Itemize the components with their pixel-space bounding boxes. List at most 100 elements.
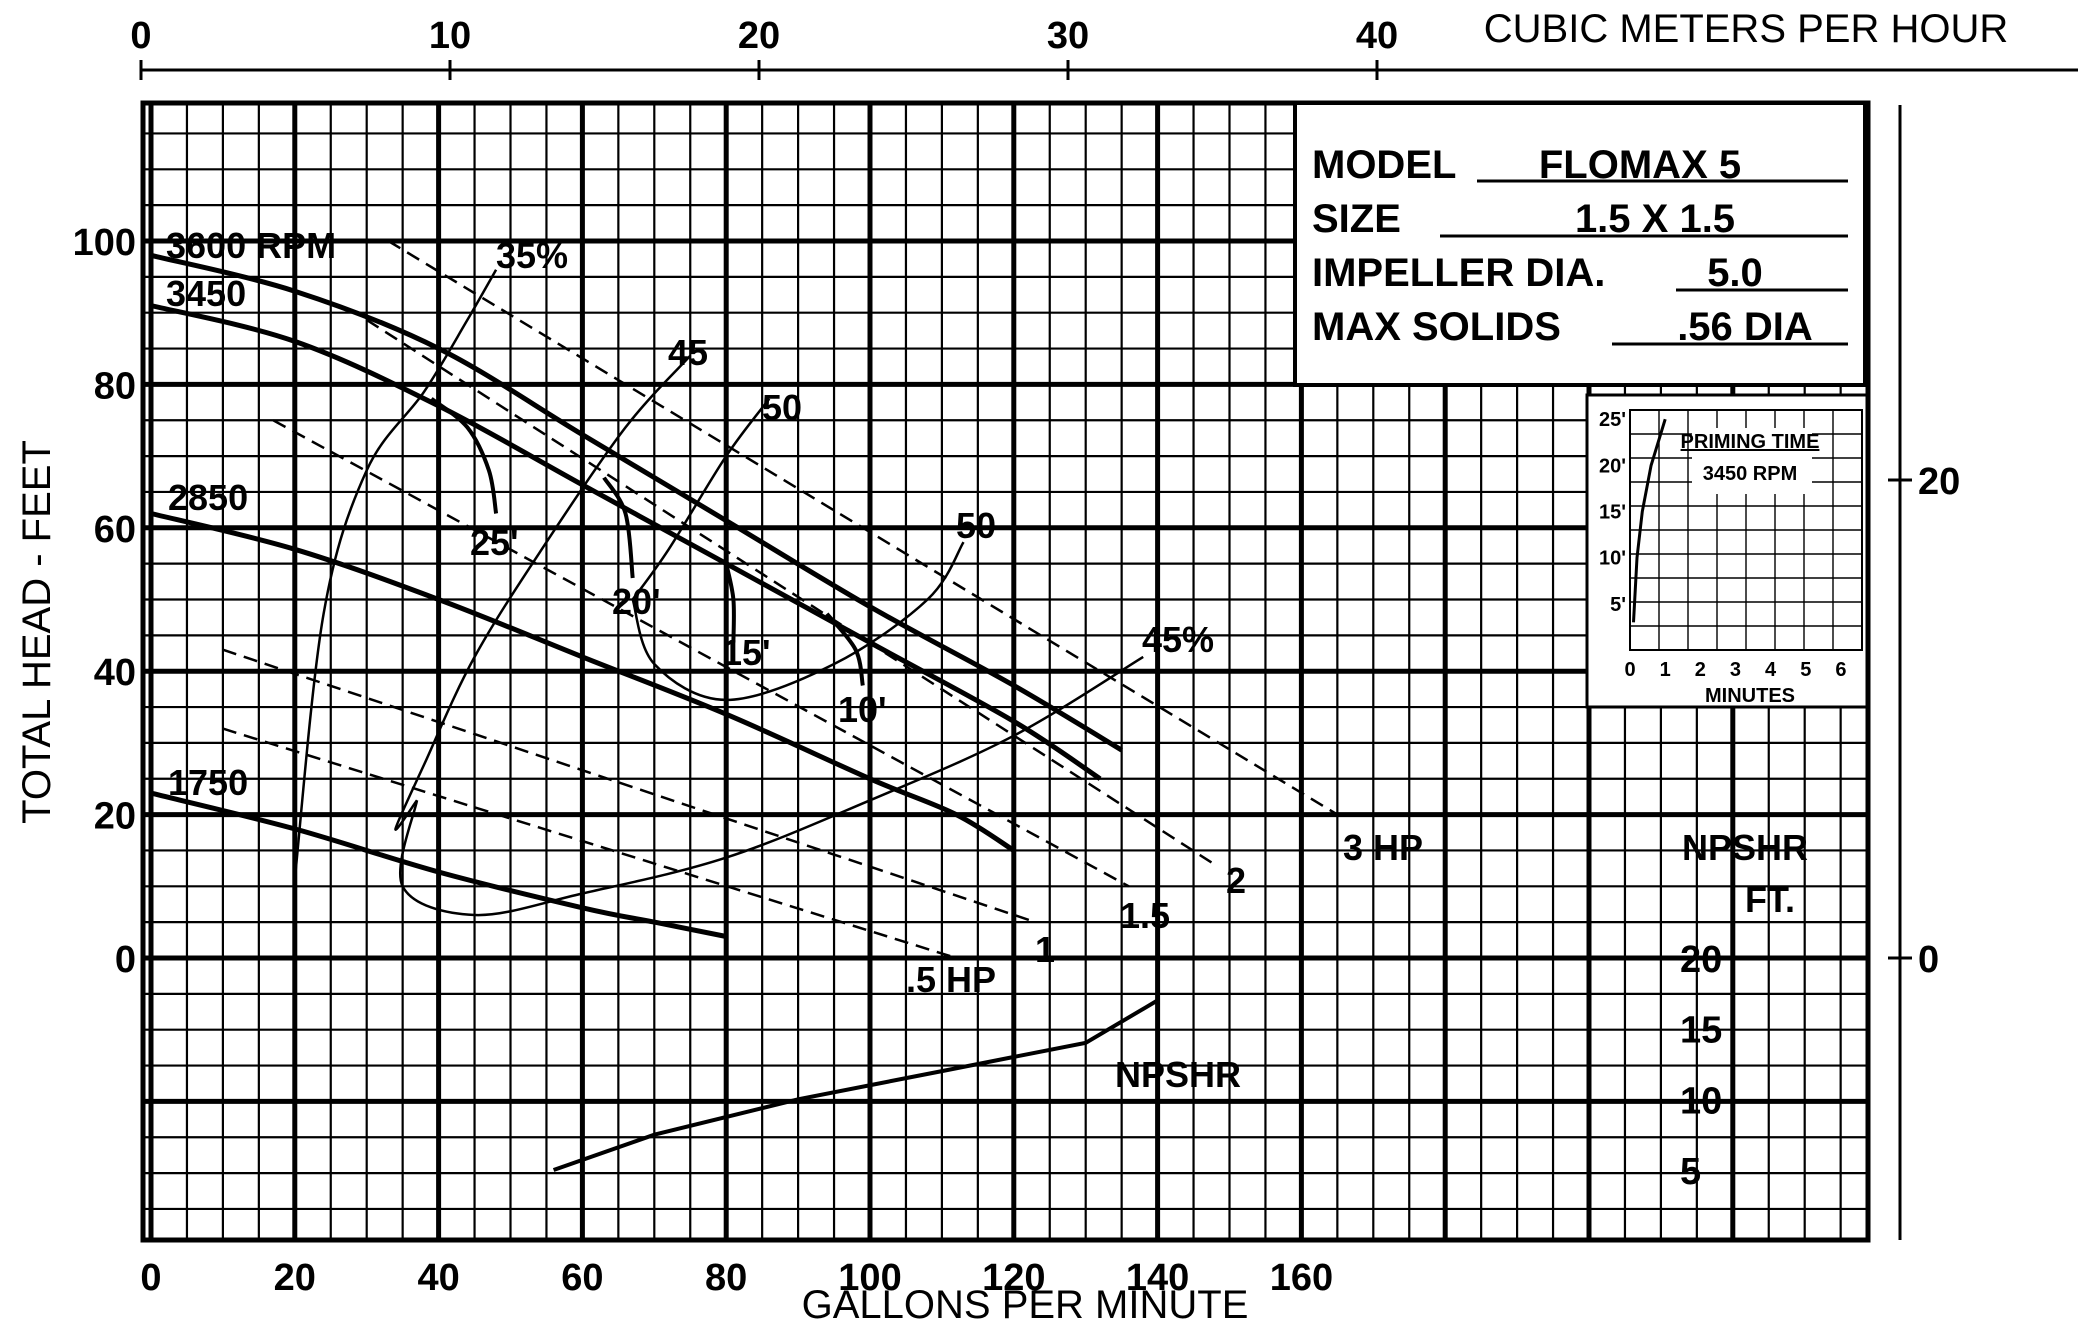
speed-curves (150, 252, 1123, 939)
x-tick-label: 40 (417, 1257, 459, 1299)
x-tick-label: 80 (705, 1257, 747, 1299)
npshr-tick-label: 5 (1680, 1151, 1701, 1193)
inset-y-ticks: 25' 20' 15' 10' 5' (1599, 409, 1626, 616)
x-tick-label: 160 (1270, 1257, 1333, 1299)
npshr-tick-label: 20 (1680, 939, 1722, 981)
speed-label-2850: 2850 (168, 477, 248, 518)
inset-x-tick-label: 3 (1730, 659, 1741, 681)
npshr-tick-label: 10 (1680, 1080, 1722, 1122)
inset-x-tick-label: 2 (1695, 659, 1706, 681)
inset-title: PRIMING TIME (1681, 431, 1820, 453)
inset-x-tick-label: 5 (1800, 659, 1811, 681)
hp-line-0 (222, 727, 957, 960)
y-tick-label: 80 (94, 365, 136, 407)
max-solids-label: MAX SOLIDS (1312, 305, 1561, 349)
efficiency-label-50-lower: 50 (956, 505, 996, 546)
suction-lift-curve-0 (430, 397, 499, 514)
hp-line-1 (222, 648, 1036, 924)
priming-time-inset: 25' 20' 15' 10' 5' 0 1 2 3 4 5 6 PRIMING TIME 3450… (1585, 393, 1869, 709)
speed-curve-3 (150, 790, 727, 939)
speed-label-1750: 1750 (168, 762, 248, 803)
inset-y-tick-label: 5' (1610, 594, 1626, 616)
suction-label-15: 15' (722, 632, 771, 673)
hp-label-3: 3 HP (1343, 827, 1423, 868)
inset-grid (1629, 409, 1863, 651)
priming-time-curve (1632, 418, 1667, 623)
npshr-curve (552, 998, 1159, 1172)
top-tick-label: 20 (738, 15, 780, 57)
hp-line-4 (387, 239, 1339, 816)
x-tick-label: 100 (838, 1257, 901, 1299)
x-tick-label: 140 (1126, 1257, 1189, 1299)
efficiency-curve-4 (398, 655, 1144, 917)
efficiency-label-45-lower: 45% (1142, 619, 1214, 660)
size-value: 1.5 X 1.5 (1575, 197, 1735, 241)
x-axis-ticks: 0 20 40 60 80 100 120 140 160 (140, 1257, 1333, 1299)
inset-x-tick-label: 0 (1624, 659, 1635, 681)
model-label: MODEL (1312, 143, 1456, 187)
x-tick-label: 20 (274, 1257, 316, 1299)
efficiency-label-45-upper: 45 (668, 332, 708, 373)
impeller-label: IMPELLER DIA. (1312, 251, 1605, 295)
inset-x-ticks: 0 1 2 3 4 5 6 (1624, 659, 1846, 681)
npshr-scale-ticks: 20 15 10 5 (1680, 939, 1722, 1193)
suction-label-10: 10' (838, 689, 887, 730)
efficiency-curve-1 (394, 354, 692, 831)
efficiency-curve-2 (631, 397, 771, 601)
npshr-curve-label: NPSHR (1115, 1054, 1241, 1095)
impeller-value: 5.0 (1707, 251, 1763, 295)
inset-y-tick-label: 10' (1599, 548, 1626, 570)
speed-label-3600: 3600 RPM (166, 225, 336, 266)
inset-x-tick-label: 4 (1765, 659, 1777, 681)
y-tick-label: 20 (94, 796, 136, 838)
pump-info-box: MODEL FLOMAX 5 SIZE 1.5 X 1.5 IMPELLER D… (1293, 101, 1867, 387)
inset-y-tick-label: 25' (1599, 409, 1626, 431)
inset-x-label: MINUTES (1705, 685, 1795, 707)
inset-y-tick-label: 20' (1599, 455, 1626, 477)
inset-x-tick-label: 1 (1660, 659, 1671, 681)
inset-x-tick-label: 6 (1835, 659, 1846, 681)
inset-title-backdrop (1692, 428, 1812, 494)
top-tick-label: 30 (1047, 15, 1089, 57)
suction-lift-curve-1 (602, 476, 635, 579)
y-tick-label: 60 (94, 509, 136, 551)
efficiency-curve-3 (631, 541, 965, 702)
hp-label-1-5: 1.5 (1120, 895, 1170, 936)
y-tick-label: 0 (115, 939, 136, 981)
curve-labels: 3600 RPM 3450 2850 1750 35% 45 50 50 45%… (166, 225, 1423, 1095)
max-solids-value: .56 DIA (1677, 305, 1813, 349)
size-label: SIZE (1312, 197, 1401, 241)
hp-line-2 (272, 419, 1130, 888)
efficiency-label-50-upper: 50 (762, 387, 802, 428)
speed-curve-1 (150, 303, 1102, 781)
suction-lift-curve-2 (724, 563, 736, 643)
suction-label-25: 25' (470, 522, 519, 563)
x-tick-label: 120 (982, 1257, 1045, 1299)
suction-lift-curves (430, 397, 865, 686)
top-tick-label: 0 (130, 15, 151, 57)
y-tick-label: 100 (73, 222, 136, 264)
npshr-line (552, 998, 1159, 1172)
top-axis-title: CUBIC METERS PER HOUR (1484, 7, 2009, 51)
inset-subtitle: 3450 RPM (1703, 463, 1798, 485)
hp-label-0-5: .5 HP (906, 959, 996, 1000)
top-tick-label: 40 (1356, 15, 1398, 57)
speed-label-3450: 3450 (166, 273, 246, 314)
suction-label-20: 20' (612, 581, 661, 622)
efficiency-curves (293, 269, 1144, 917)
y-axis-ticks: 100 80 60 40 20 0 (73, 222, 136, 981)
y-tick-label: 40 (94, 652, 136, 694)
right-tick-label: 0 (1918, 939, 1939, 981)
x-tick-label: 0 (140, 1257, 161, 1299)
y-axis-title: TOTAL HEAD - FEET (15, 440, 59, 824)
npshr-scale-unit: FT. (1745, 879, 1795, 920)
speed-curve-0 (150, 252, 1123, 753)
x-axis-title: GALLONS PER MINUTE (802, 1283, 1249, 1327)
efficiency-label-35: 35% (496, 235, 568, 276)
right-tick-label: 20 (1918, 461, 1960, 503)
hp-label-2: 2 (1226, 860, 1246, 901)
npshr-tick-label: 15 (1680, 1010, 1722, 1052)
speed-curve-2 (150, 511, 1016, 853)
x-tick-label: 60 (561, 1257, 603, 1299)
hp-label-1: 1 (1035, 929, 1055, 970)
